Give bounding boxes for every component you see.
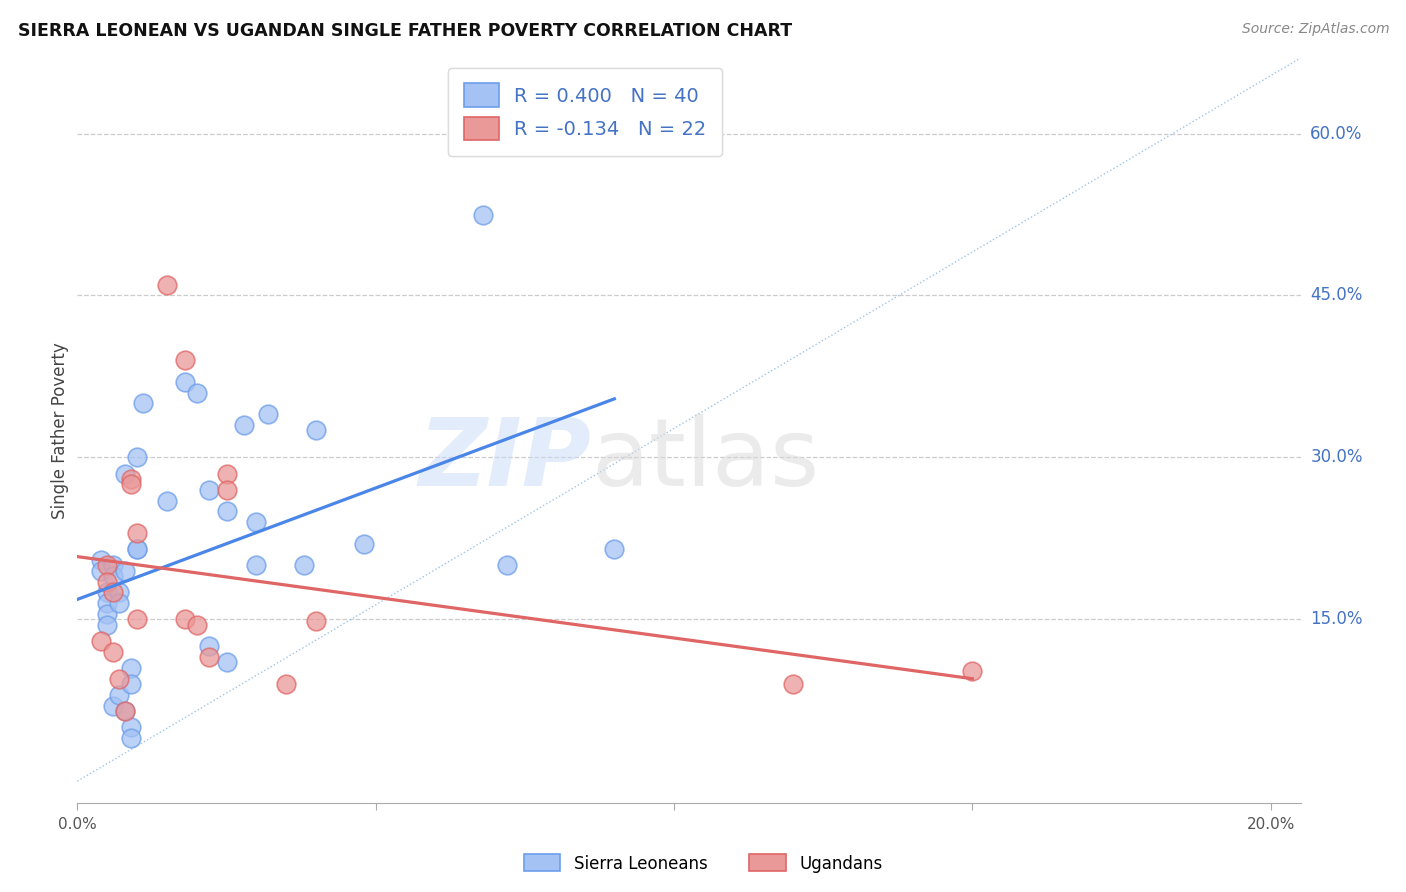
Point — [276, 677, 298, 691]
Point — [101, 585, 124, 599]
Point — [156, 277, 179, 292]
Point — [197, 650, 219, 665]
Text: Source: ZipAtlas.com: Source: ZipAtlas.com — [1241, 22, 1389, 37]
Point — [186, 385, 208, 400]
Point — [90, 553, 112, 567]
Point — [96, 558, 118, 573]
Point — [101, 569, 124, 583]
Point — [108, 596, 131, 610]
Point — [125, 525, 148, 540]
Point — [96, 574, 118, 589]
Point — [353, 537, 375, 551]
Point — [120, 472, 142, 486]
Text: 15.0%: 15.0% — [1310, 610, 1362, 628]
Point — [120, 720, 142, 734]
Text: 30.0%: 30.0% — [1310, 449, 1362, 467]
Point — [245, 558, 267, 573]
Point — [125, 450, 148, 465]
Point — [108, 688, 131, 702]
Point — [245, 515, 267, 529]
Point — [173, 375, 195, 389]
Point — [197, 640, 219, 654]
Point — [96, 596, 118, 610]
Point — [603, 542, 626, 557]
Text: 60.0%: 60.0% — [1310, 125, 1362, 143]
Point — [114, 704, 136, 718]
Point — [215, 483, 238, 497]
Point — [186, 617, 208, 632]
Point — [114, 467, 136, 481]
Point — [114, 704, 136, 718]
Legend: R = 0.400   N = 40, R = -0.134   N = 22: R = 0.400 N = 40, R = -0.134 N = 22 — [449, 68, 721, 156]
Point — [120, 677, 142, 691]
Point — [90, 564, 112, 578]
Text: 45.0%: 45.0% — [1310, 286, 1362, 304]
Point — [108, 585, 131, 599]
Text: SIERRA LEONEAN VS UGANDAN SINGLE FATHER POVERTY CORRELATION CHART: SIERRA LEONEAN VS UGANDAN SINGLE FATHER … — [18, 22, 793, 40]
Point — [257, 407, 280, 421]
Point — [96, 607, 118, 621]
Point — [125, 542, 148, 557]
Point — [233, 417, 256, 432]
Point — [125, 542, 148, 557]
Point — [101, 645, 124, 659]
Point — [156, 493, 179, 508]
Point — [215, 656, 238, 670]
Point — [197, 483, 219, 497]
Point — [305, 615, 328, 629]
Point — [120, 731, 142, 745]
Point — [215, 504, 238, 518]
Point — [96, 617, 118, 632]
Point — [108, 672, 131, 686]
Point — [101, 698, 124, 713]
Point — [90, 633, 112, 648]
Point — [472, 207, 495, 221]
Point — [215, 467, 238, 481]
Y-axis label: Single Father Poverty: Single Father Poverty — [51, 342, 69, 519]
Point — [96, 585, 118, 599]
Point — [782, 677, 804, 691]
Point — [305, 424, 328, 438]
Point — [120, 477, 142, 491]
Point — [173, 612, 195, 626]
Point — [114, 564, 136, 578]
Legend: Sierra Leoneans, Ugandans: Sierra Leoneans, Ugandans — [517, 847, 889, 880]
Point — [496, 558, 519, 573]
Point — [120, 661, 142, 675]
Point — [173, 353, 195, 368]
Point — [132, 396, 155, 410]
Point — [962, 664, 984, 678]
Text: ZIP: ZIP — [418, 414, 591, 506]
Point — [292, 558, 315, 573]
Point — [125, 612, 148, 626]
Text: atlas: atlas — [591, 414, 820, 506]
Point — [101, 558, 124, 573]
